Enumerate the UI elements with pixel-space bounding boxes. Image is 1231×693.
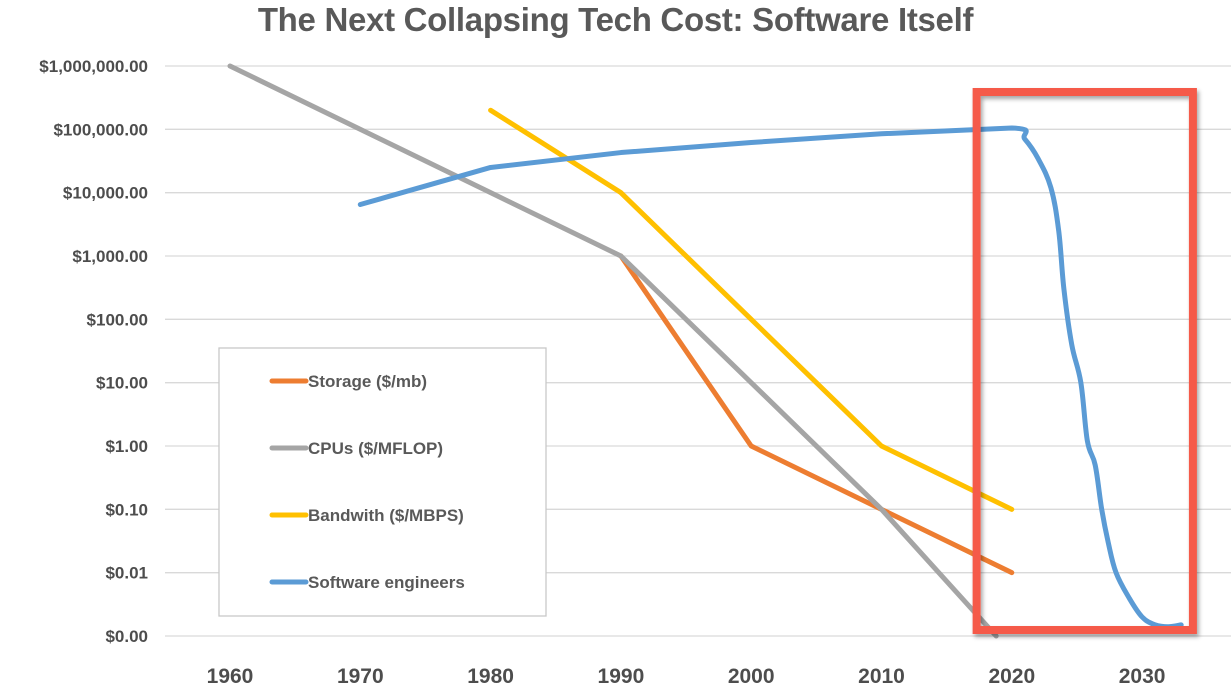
legend-box <box>218 347 547 617</box>
x-tick-label: 2000 <box>728 665 775 688</box>
y-tick-label: $0.01 <box>105 564 148 583</box>
x-tick-label: 2020 <box>988 665 1035 688</box>
chart-title: The Next Collapsing Tech Cost: Software … <box>257 1 974 38</box>
series-line-3 <box>357 125 1184 630</box>
y-tick-label: $0.00 <box>105 627 148 646</box>
series-lines <box>227 63 1184 639</box>
legend-label: Software engineers <box>308 573 465 592</box>
x-tick-label: 1990 <box>598 665 645 688</box>
legend-label: CPUs ($/MFLOP) <box>308 439 443 458</box>
legend-label: Bandwith ($/MBPS) <box>308 506 464 525</box>
x-tick-label: 1980 <box>467 665 514 688</box>
x-tick-label: 2030 <box>1119 665 1166 688</box>
y-axis-ticks: $1,000,000.00 $100,000.00 $10,000.00 $1,000… <box>39 57 148 646</box>
legend-label: Storage ($/mb) <box>308 372 427 391</box>
y-tick-label: $0.10 <box>105 500 148 519</box>
y-tick-label: $1,000.00 <box>72 247 148 266</box>
y-tick-label: $1.00 <box>105 437 148 456</box>
x-axis-ticks: 1960 1970 1980 1990 2000 2010 2020 2030 <box>207 665 1166 688</box>
legend: Storage ($/mb) CPUs ($/MFLOP) Bandwith ($/… <box>218 347 547 617</box>
y-tick-label: $100.00 <box>87 310 148 329</box>
annotations <box>972 88 1197 634</box>
series-line-2 <box>488 107 1015 512</box>
x-tick-label: 2010 <box>858 665 905 688</box>
y-tick-label: $10,000.00 <box>63 184 148 203</box>
highlight-box <box>972 88 1197 634</box>
y-tick-label: $100,000.00 <box>53 120 148 139</box>
x-tick-label: 1960 <box>207 665 254 688</box>
series-line-1 <box>227 63 999 639</box>
y-tick-label: $1,000,000.00 <box>39 57 148 76</box>
x-tick-label: 1970 <box>337 665 384 688</box>
y-tick-label: $10.00 <box>96 374 148 393</box>
series-line-0 <box>618 253 1015 576</box>
